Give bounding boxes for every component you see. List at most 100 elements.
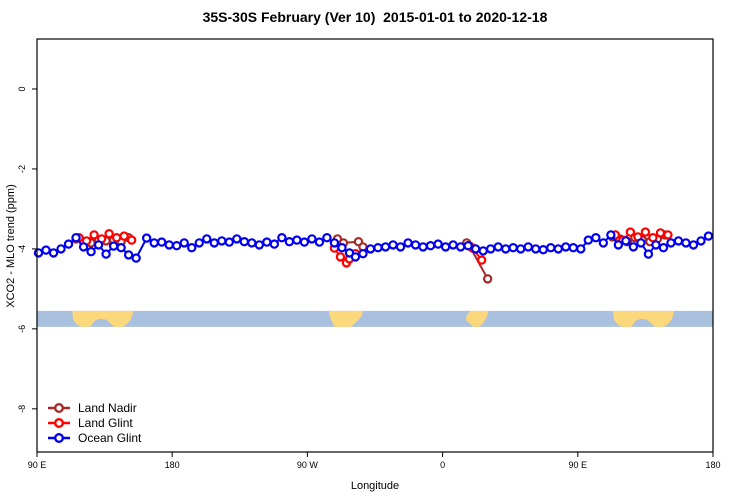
x-tick-label: 0 (440, 460, 445, 470)
data-point-ocean-glint (299, 237, 310, 247)
data-point-ocean-glint (179, 238, 189, 248)
data-point-ocean-glint (41, 245, 51, 255)
legend-item-land-glint: Land Glint (48, 416, 133, 430)
data-point-land-glint (126, 235, 137, 245)
data-point-ocean-glint (643, 249, 654, 259)
data-point-ocean-glint (247, 238, 257, 248)
y-tick-label: -8 (17, 405, 27, 413)
data-point-ocean-glint (418, 242, 428, 252)
data-point-ocean-glint (568, 242, 578, 253)
map-ocean (37, 310, 713, 327)
legend-marker-icon (54, 403, 65, 414)
data-point-ocean-glint (209, 238, 219, 248)
data-point-ocean-glint (149, 238, 159, 248)
axes-group: 90 E 180 90 W 0 90 E 180 0 -2 -4 -6 -8 (17, 38, 721, 470)
map-land-australia-wrap (613, 310, 674, 327)
data-point-ocean-glint (636, 238, 646, 248)
chart-title: 35S-30S February (Ver 10) 2015-01-01 to … (202, 9, 548, 25)
data-point-ocean-glint (703, 231, 714, 241)
data-point-ocean-glint (455, 242, 466, 252)
data-point-ocean-glint (194, 238, 204, 248)
data-point-land-glint (89, 230, 99, 240)
data-point-ocean-glint (651, 240, 661, 250)
data-point-ocean-glint (322, 233, 332, 243)
data-point-ocean-glint (123, 250, 134, 260)
data-point-ocean-glint (403, 238, 413, 248)
data-point-land-glint (476, 255, 487, 265)
data-point-ocean-glint (365, 244, 376, 254)
data-point-ocean-glint (262, 237, 272, 247)
data-point-land-nadir (482, 274, 493, 284)
data-point-ocean-glint (606, 230, 616, 240)
data-point-ocean-glint (388, 240, 398, 250)
data-series-group (33, 227, 714, 284)
data-point-ocean-glint (478, 246, 488, 256)
data-point-ocean-glint (56, 244, 66, 254)
data-point-ocean-glint (314, 237, 325, 247)
data-point-ocean-glint (666, 238, 676, 248)
x-tick-label: 90 E (28, 460, 47, 470)
x-tick-label: 90 E (569, 460, 588, 470)
map-land-australia (72, 310, 134, 327)
data-point-ocean-glint (561, 242, 571, 252)
data-point-ocean-glint (48, 248, 59, 258)
data-point-ocean-glint (576, 244, 586, 254)
data-point-ocean-glint (425, 240, 436, 251)
x-axis-label: Longitude (350, 480, 400, 492)
data-point-ocean-glint (217, 236, 227, 246)
data-point-ocean-glint (410, 240, 421, 250)
data-point-ocean-glint (156, 237, 167, 247)
data-point-ocean-glint (101, 249, 111, 259)
legend-label: Land Nadir (78, 401, 137, 415)
plot-border (36, 38, 714, 453)
data-point-ocean-glint (269, 239, 280, 249)
data-point-ocean-glint (553, 244, 563, 254)
data-point-ocean-glint (131, 253, 141, 263)
data-point-ocean-glint (673, 236, 684, 246)
data-point-ocean-glint (500, 244, 511, 254)
map-band (37, 310, 713, 327)
data-point-ocean-glint (33, 248, 44, 258)
x-tick-label: 90 W (297, 460, 319, 470)
y-axis-label: XCO2 - MLO trend (ppm) (5, 184, 17, 308)
data-point-ocean-glint (470, 244, 481, 254)
data-point-ocean-glint (696, 236, 706, 246)
data-point-land-glint (625, 227, 636, 237)
data-point-ocean-glint (485, 244, 496, 254)
data-point-ocean-glint (538, 244, 548, 255)
data-point-ocean-glint (358, 248, 368, 259)
data-point-ocean-glint (583, 235, 594, 245)
data-point-ocean-glint (116, 242, 126, 253)
data-point-ocean-glint (164, 240, 174, 250)
data-point-ocean-glint (395, 242, 406, 252)
y-tick-label: -2 (17, 165, 27, 173)
data-point-ocean-glint (202, 234, 212, 244)
data-point-ocean-glint (448, 240, 458, 250)
x-tick-label: 180 (705, 460, 720, 470)
legend-marker-icon (54, 418, 65, 429)
data-point-ocean-glint (613, 240, 624, 250)
data-point-ocean-glint (546, 242, 556, 253)
data-point-ocean-glint (172, 240, 182, 251)
data-point-ocean-glint (277, 233, 287, 243)
data-point-ocean-glint (380, 242, 391, 252)
data-point-ocean-glint (508, 242, 518, 253)
data-point-ocean-glint (329, 238, 340, 248)
data-point-ocean-glint (78, 242, 89, 252)
data-point-ocean-glint (71, 233, 81, 243)
y-tick-label: 0 (17, 86, 27, 91)
data-point-ocean-glint (86, 246, 96, 257)
data-point-ocean-glint (531, 244, 541, 254)
data-point-ocean-glint (187, 242, 197, 253)
data-point-ocean-glint (63, 239, 74, 249)
data-point-ocean-glint (284, 237, 295, 247)
data-point-ocean-glint (108, 241, 119, 251)
data-point-ocean-glint (523, 242, 533, 252)
data-point-ocean-glint (232, 234, 242, 244)
data-point-land-glint (104, 229, 114, 239)
data-point-ocean-glint (598, 238, 609, 248)
data-point-ocean-glint (239, 237, 250, 247)
x-tick-label: 180 (165, 460, 180, 470)
data-point-ocean-glint (493, 242, 503, 252)
